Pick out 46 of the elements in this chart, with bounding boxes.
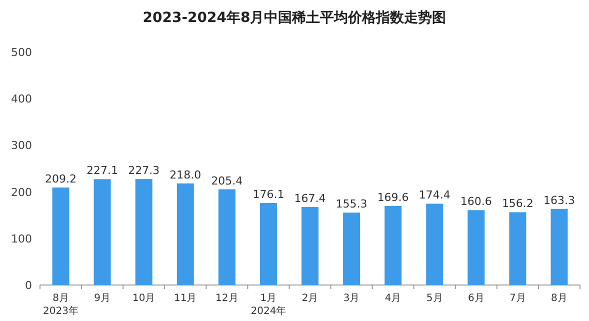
bar — [176, 183, 194, 285]
data-label: 176.1 — [252, 188, 284, 201]
data-label: 163.3 — [543, 194, 575, 207]
x-tick-label: 7月 — [510, 293, 526, 304]
bar — [94, 179, 111, 285]
data-label: 156.2 — [502, 197, 534, 210]
y-tick-label: 100 — [11, 232, 32, 246]
data-label: 169.6 — [377, 190, 409, 204]
x-tick-label: 5月 — [426, 293, 443, 304]
data-label: 227.3 — [128, 164, 160, 178]
bar — [384, 206, 402, 285]
chart-title: 2023-2024年8月中国稀土平均价格指数走势图 — [142, 10, 446, 26]
y-tick-label: 300 — [11, 139, 32, 152]
data-label: 174.4 — [418, 188, 450, 202]
x-tick-label: 9月 — [94, 293, 110, 304]
bar — [302, 206, 318, 285]
x-tick-label: 2月 — [302, 293, 318, 304]
data-label: 227.1 — [86, 164, 118, 178]
bar — [218, 189, 236, 285]
bar — [550, 208, 568, 285]
x-tick-label: 6月 — [468, 293, 484, 304]
bar — [343, 212, 360, 285]
data-label: 205.4 — [211, 174, 243, 188]
x-tick-label: 4月 — [384, 293, 402, 304]
data-label: 167.4 — [294, 192, 326, 205]
data-label: 155.3 — [336, 198, 368, 211]
x-tick-label: 3月 — [343, 293, 360, 304]
y-tick-label: 200 — [11, 186, 32, 199]
x-tick-label: 8月 2023年 — [43, 293, 78, 317]
x-tick-label: 8月 — [551, 293, 568, 304]
y-tick-label: 500 — [11, 46, 32, 59]
data-label: 218.0 — [170, 168, 202, 182]
bar — [135, 179, 152, 285]
y-tick-label: 400 — [11, 92, 32, 106]
x-tick-label: 12月 — [216, 293, 238, 304]
y-tick-label: 0 — [25, 279, 32, 292]
bar — [260, 202, 277, 285]
bar — [468, 210, 485, 285]
x-tick-label: 1月 2024年 — [250, 293, 286, 317]
bar — [52, 188, 70, 285]
x-tick-label: 11月 — [174, 293, 197, 304]
bar — [426, 204, 444, 285]
data-label: 160.6 — [460, 195, 492, 208]
bar — [509, 212, 526, 285]
x-tick-label: 10月 — [132, 293, 156, 304]
data-label: 209.2 — [45, 172, 77, 186]
